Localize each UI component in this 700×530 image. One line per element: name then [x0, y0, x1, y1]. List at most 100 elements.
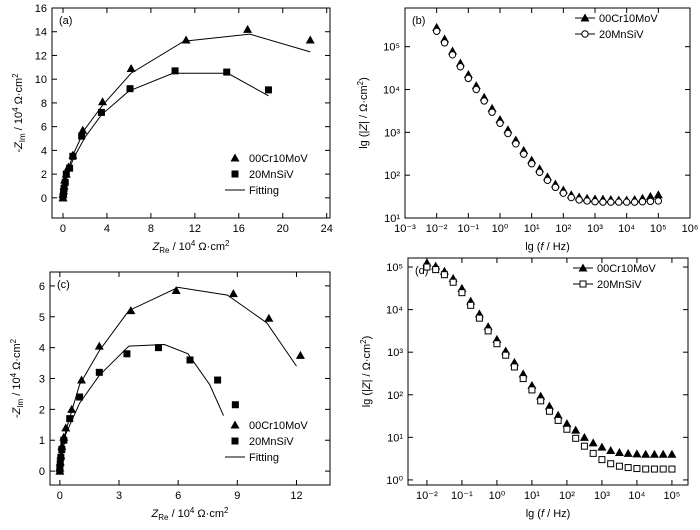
- square-marker: [171, 67, 179, 75]
- square-marker: [633, 465, 641, 473]
- square-marker: [624, 464, 632, 472]
- panel-label: (a): [59, 15, 72, 27]
- axis-label-part: / 10: [13, 112, 25, 133]
- legend: 00Cr10MoV 20MnSiV Fitting: [225, 420, 308, 464]
- axis-label-part: -Z: [11, 406, 23, 418]
- square-marker: [589, 449, 597, 457]
- x-tick-label: 4: [104, 223, 110, 235]
- legend-label: Fitting: [249, 452, 279, 464]
- triangle-marker: [645, 191, 655, 200]
- legend-label: 20MnSiV: [249, 169, 294, 181]
- square-marker: [458, 289, 466, 297]
- y-tick-label: 10¹: [387, 432, 403, 444]
- square-marker: [580, 442, 588, 450]
- y-axis-label: -ZIm / 104 Ω·cm2: [9, 338, 25, 418]
- square-marker: [449, 278, 457, 286]
- x-tick-label: 10⁴: [628, 490, 645, 502]
- triangle-marker: [658, 449, 668, 458]
- triangle-marker: [667, 449, 677, 458]
- triangle-marker: [228, 289, 238, 298]
- triangle-marker: [580, 13, 590, 22]
- square-marker: [231, 437, 239, 445]
- y-tick-label: 6: [39, 281, 45, 293]
- triangle-marker: [623, 448, 633, 457]
- triangle-marker: [94, 341, 104, 350]
- circle-marker: [630, 198, 639, 206]
- circle-marker: [496, 119, 504, 127]
- circle-marker: [472, 85, 480, 94]
- circle-marker: [567, 193, 575, 202]
- triangle-marker: [562, 419, 572, 428]
- triangle-marker: [614, 448, 624, 457]
- axis-label-part: Ω·cm: [13, 78, 25, 108]
- circle-marker: [551, 183, 560, 192]
- square-marker: [659, 465, 667, 473]
- x-tick-label: 12: [189, 223, 201, 235]
- y-tick-label: 10³: [384, 127, 400, 139]
- y-tick-label: 10⁵: [383, 42, 400, 54]
- square-marker: [598, 456, 606, 464]
- x-tick-label: 16: [233, 223, 245, 235]
- x-tick-label: 10⁻¹: [451, 490, 473, 502]
- triangle-marker: [571, 425, 581, 434]
- legend-label: 00Cr10MoV: [599, 13, 658, 25]
- legend-label: 00Cr10MoV: [249, 420, 308, 432]
- square-marker: [510, 363, 518, 371]
- axis-label-part: -Z: [13, 141, 25, 153]
- triangle-marker: [295, 350, 305, 359]
- axis-label-part: ): [358, 77, 370, 81]
- axis-label-part: 4: [190, 506, 195, 515]
- y-tick-label: 2: [41, 169, 47, 181]
- triangle-marker: [632, 449, 642, 458]
- x-tick-label: 8: [148, 223, 154, 235]
- y-axis-label: -ZIm / 104 Ω·cm2: [11, 73, 27, 153]
- square-marker: [642, 465, 650, 473]
- y-tick-label: 2: [39, 404, 45, 416]
- square-marker: [76, 393, 84, 401]
- plot-frame: [51, 7, 331, 219]
- circle-marker: [480, 97, 488, 105]
- circle-marker: [638, 198, 647, 206]
- circle-marker: [622, 198, 631, 206]
- plot-frame: [49, 271, 331, 486]
- circle-marker: [448, 51, 457, 59]
- square-marker: [231, 401, 239, 409]
- fit-line: [62, 72, 269, 198]
- square-marker: [432, 266, 440, 274]
- square-marker: [519, 375, 527, 383]
- circle-marker: [535, 168, 544, 176]
- square-marker: [615, 462, 623, 470]
- x-tick-label: 10⁻³: [394, 223, 416, 235]
- axis-label-part: | / Ω·cm: [358, 85, 370, 124]
- circle-marker: [504, 129, 512, 138]
- circle-marker: [591, 198, 599, 206]
- axis-label-part: 4: [11, 107, 20, 112]
- x-tick-label: 10³: [587, 223, 603, 235]
- legend: 00Cr10MoV 20MnSiV: [573, 263, 656, 291]
- x-tick-label: 10³: [594, 490, 610, 502]
- y-tick-label: 10⁵: [386, 262, 403, 274]
- axis-label-part: f: [540, 241, 544, 253]
- y-tick-label: 10²: [384, 170, 400, 182]
- x-tick-label: 10⁰: [492, 223, 509, 235]
- legend-label: 20MnSiV: [597, 279, 642, 291]
- square-marker: [467, 301, 475, 309]
- square-marker: [607, 460, 615, 468]
- y-axis-label: lg (|Z| / Ω·cm2): [356, 77, 370, 149]
- x-tick-label: 3: [116, 490, 122, 502]
- axis-label-part: 4: [9, 372, 18, 377]
- square-marker: [423, 263, 431, 271]
- square-marker: [572, 434, 580, 442]
- circle-marker: [646, 197, 655, 206]
- x-tick-label: 10⁵: [650, 223, 667, 235]
- axis-label-part: Im: [16, 398, 25, 407]
- y-tick-label: 0: [41, 193, 47, 205]
- axis-label-part: 2: [356, 80, 365, 85]
- y-tick-label: 4: [41, 145, 47, 157]
- legend-label: 00Cr10MoV: [249, 153, 308, 165]
- axis-label-part: Ω·cm: [11, 343, 23, 373]
- legend-label: Fitting: [249, 185, 279, 197]
- square-marker: [223, 68, 231, 76]
